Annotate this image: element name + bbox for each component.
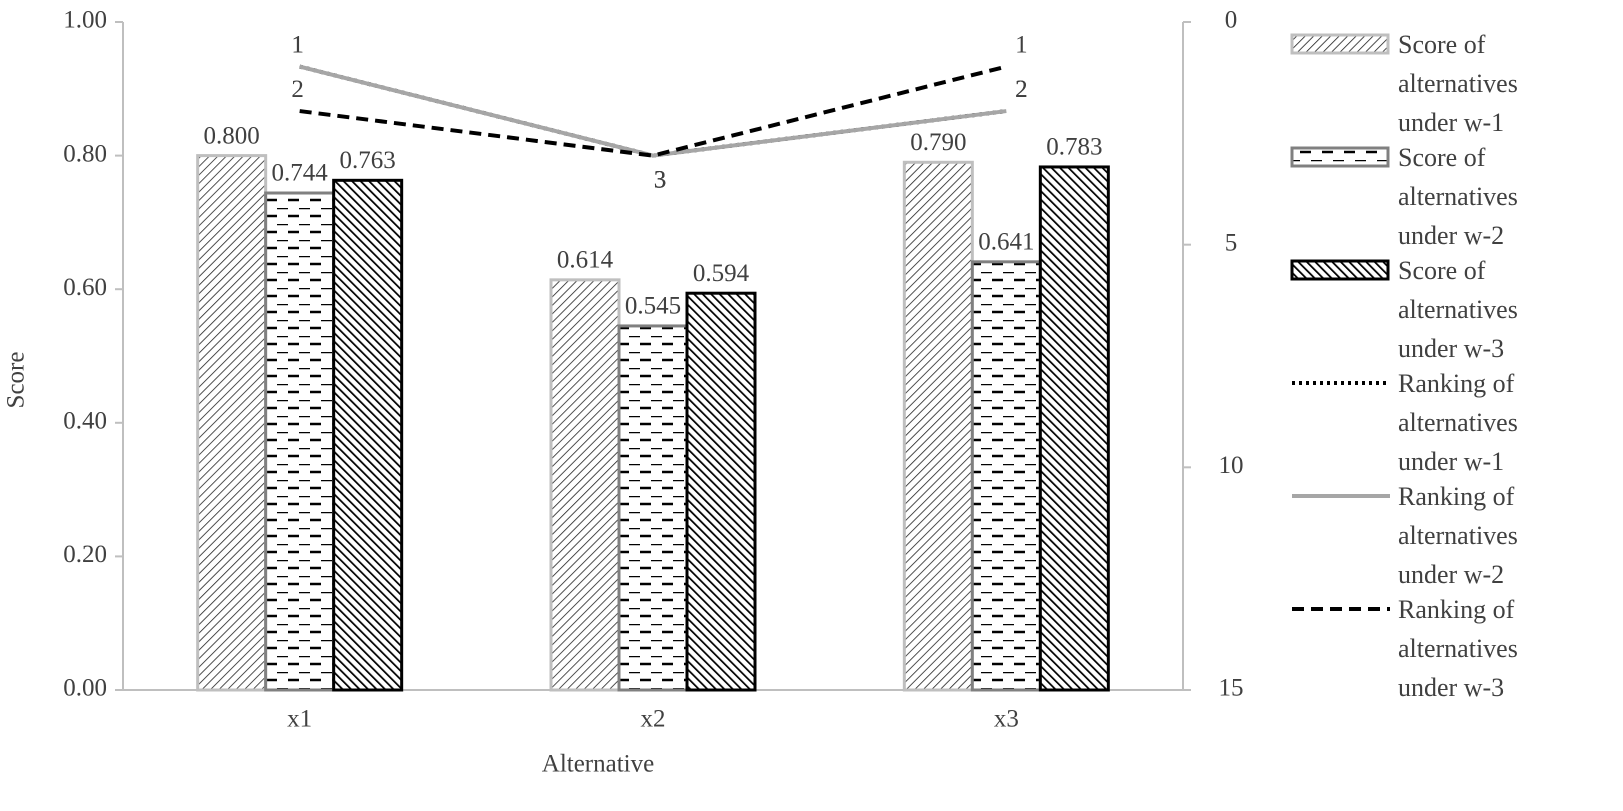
line-value-label: 3 xyxy=(654,166,667,193)
y2-tick-label: 5 xyxy=(1225,229,1238,256)
line-value-label: 1 xyxy=(1015,31,1028,58)
y-tick-label: 0.20 xyxy=(63,541,107,568)
bar xyxy=(902,160,974,692)
line-value-label: 2 xyxy=(1015,76,1028,103)
y-tick-label: 0.60 xyxy=(63,274,107,301)
x-axis-title: Alternative xyxy=(542,751,654,778)
legend-swatch xyxy=(1290,259,1390,281)
bar-value-label: 0.744 xyxy=(272,160,329,187)
legend-swatch xyxy=(1290,33,1390,55)
bar-value-label: 0.763 xyxy=(340,147,396,174)
y2-tick-label: 0 xyxy=(1225,7,1238,34)
line-value-label: 3 xyxy=(654,166,667,193)
line xyxy=(299,64,1007,158)
y2-tick-label: 10 xyxy=(1219,452,1244,479)
line-value-label: 3 xyxy=(654,166,667,193)
x-tick-label: x1 xyxy=(287,706,312,733)
bar-value-label: 0.545 xyxy=(625,293,681,320)
line-value-label: 1 xyxy=(291,31,304,58)
line-value-label: 2 xyxy=(291,76,304,103)
legend-label: Ranking of alternatives under w-2 xyxy=(1398,482,1518,589)
y-tick-label: 0.80 xyxy=(63,140,107,167)
y-tick-label: 1.00 xyxy=(63,7,107,34)
bar-value-label: 0.614 xyxy=(557,247,614,274)
bar xyxy=(685,291,757,692)
legend-label: Score of alternatives under w-1 xyxy=(1398,30,1518,137)
bar xyxy=(264,191,336,692)
y-tick-label: 0.40 xyxy=(63,408,107,435)
bar xyxy=(332,178,404,692)
bar-value-label: 0.800 xyxy=(204,122,260,149)
bar xyxy=(196,154,268,692)
line-value-label: 1 xyxy=(291,31,304,58)
bar-value-label: 0.790 xyxy=(910,129,966,156)
bar xyxy=(970,260,1042,692)
bar xyxy=(549,278,621,692)
y-tick-label: 0.00 xyxy=(63,675,107,702)
bar-value-label: 0.641 xyxy=(978,229,1034,256)
line-value-label: 2 xyxy=(1015,76,1028,103)
bar xyxy=(617,324,689,692)
legend-label: Score of alternatives under w-2 xyxy=(1398,143,1518,250)
legend-swatch xyxy=(1290,146,1390,168)
legend-label: Ranking of alternatives under w-1 xyxy=(1398,369,1518,476)
line xyxy=(299,64,1007,158)
bar-value-label: 0.594 xyxy=(693,260,750,287)
x-tick-label: x2 xyxy=(641,706,666,733)
x-tick-label: x3 xyxy=(994,706,1019,733)
y-axis-title: Score xyxy=(3,352,30,409)
line xyxy=(299,64,1007,158)
legend-label: Score of alternatives under w-3 xyxy=(1398,256,1518,363)
bar-value-label: 0.783 xyxy=(1046,134,1102,161)
legend-label: Ranking of alternatives under w-3 xyxy=(1398,595,1518,702)
y2-tick-label: 15 xyxy=(1219,675,1244,702)
bar xyxy=(1038,165,1110,692)
